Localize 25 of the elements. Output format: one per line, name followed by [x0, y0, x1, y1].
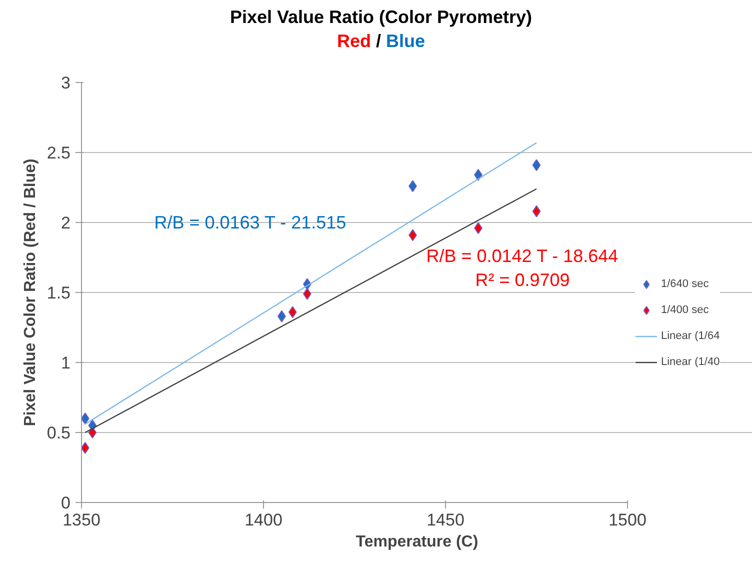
x-tick-label: 1450: [426, 510, 464, 530]
chart-subtitle: Red / Blue: [336, 31, 426, 51]
point: [88, 426, 97, 438]
x-tick-label: 1400: [244, 510, 282, 530]
point: [532, 205, 541, 218]
legend-label: Linear (1/40: [661, 356, 720, 368]
point: [532, 159, 541, 172]
y-tick-label: 1.5: [46, 284, 71, 302]
point: [288, 306, 297, 318]
chart-title: Pixel Value Ratio (Color Pyrometry): [230, 7, 532, 27]
y-axis-title: Pixel Value Color Ratio (Red / Blue): [22, 158, 39, 426]
annotation: R/B = 0.0163 T - 21.515: [154, 212, 346, 232]
y-tick-label: 2.5: [46, 144, 71, 162]
x-tick-label: 1500: [608, 510, 646, 530]
y-tick-label: 2: [61, 214, 71, 232]
x-axis-title: Temperature (C): [356, 534, 478, 550]
y-tick-label: 0: [61, 494, 71, 512]
y-tick-label: 3: [61, 74, 71, 92]
annotation: R/B = 0.0142 T - 18.644 R² = 0.9709: [426, 246, 618, 290]
y-tick-label: 1: [61, 354, 71, 372]
legend-label: Linear (1/64: [661, 330, 720, 342]
x-tick-label: 1350: [62, 510, 100, 530]
legend-label: 1/400 sec: [661, 304, 709, 316]
y-tick-label: 0.5: [46, 424, 71, 442]
legend-label: 1/640 sec: [661, 278, 709, 290]
